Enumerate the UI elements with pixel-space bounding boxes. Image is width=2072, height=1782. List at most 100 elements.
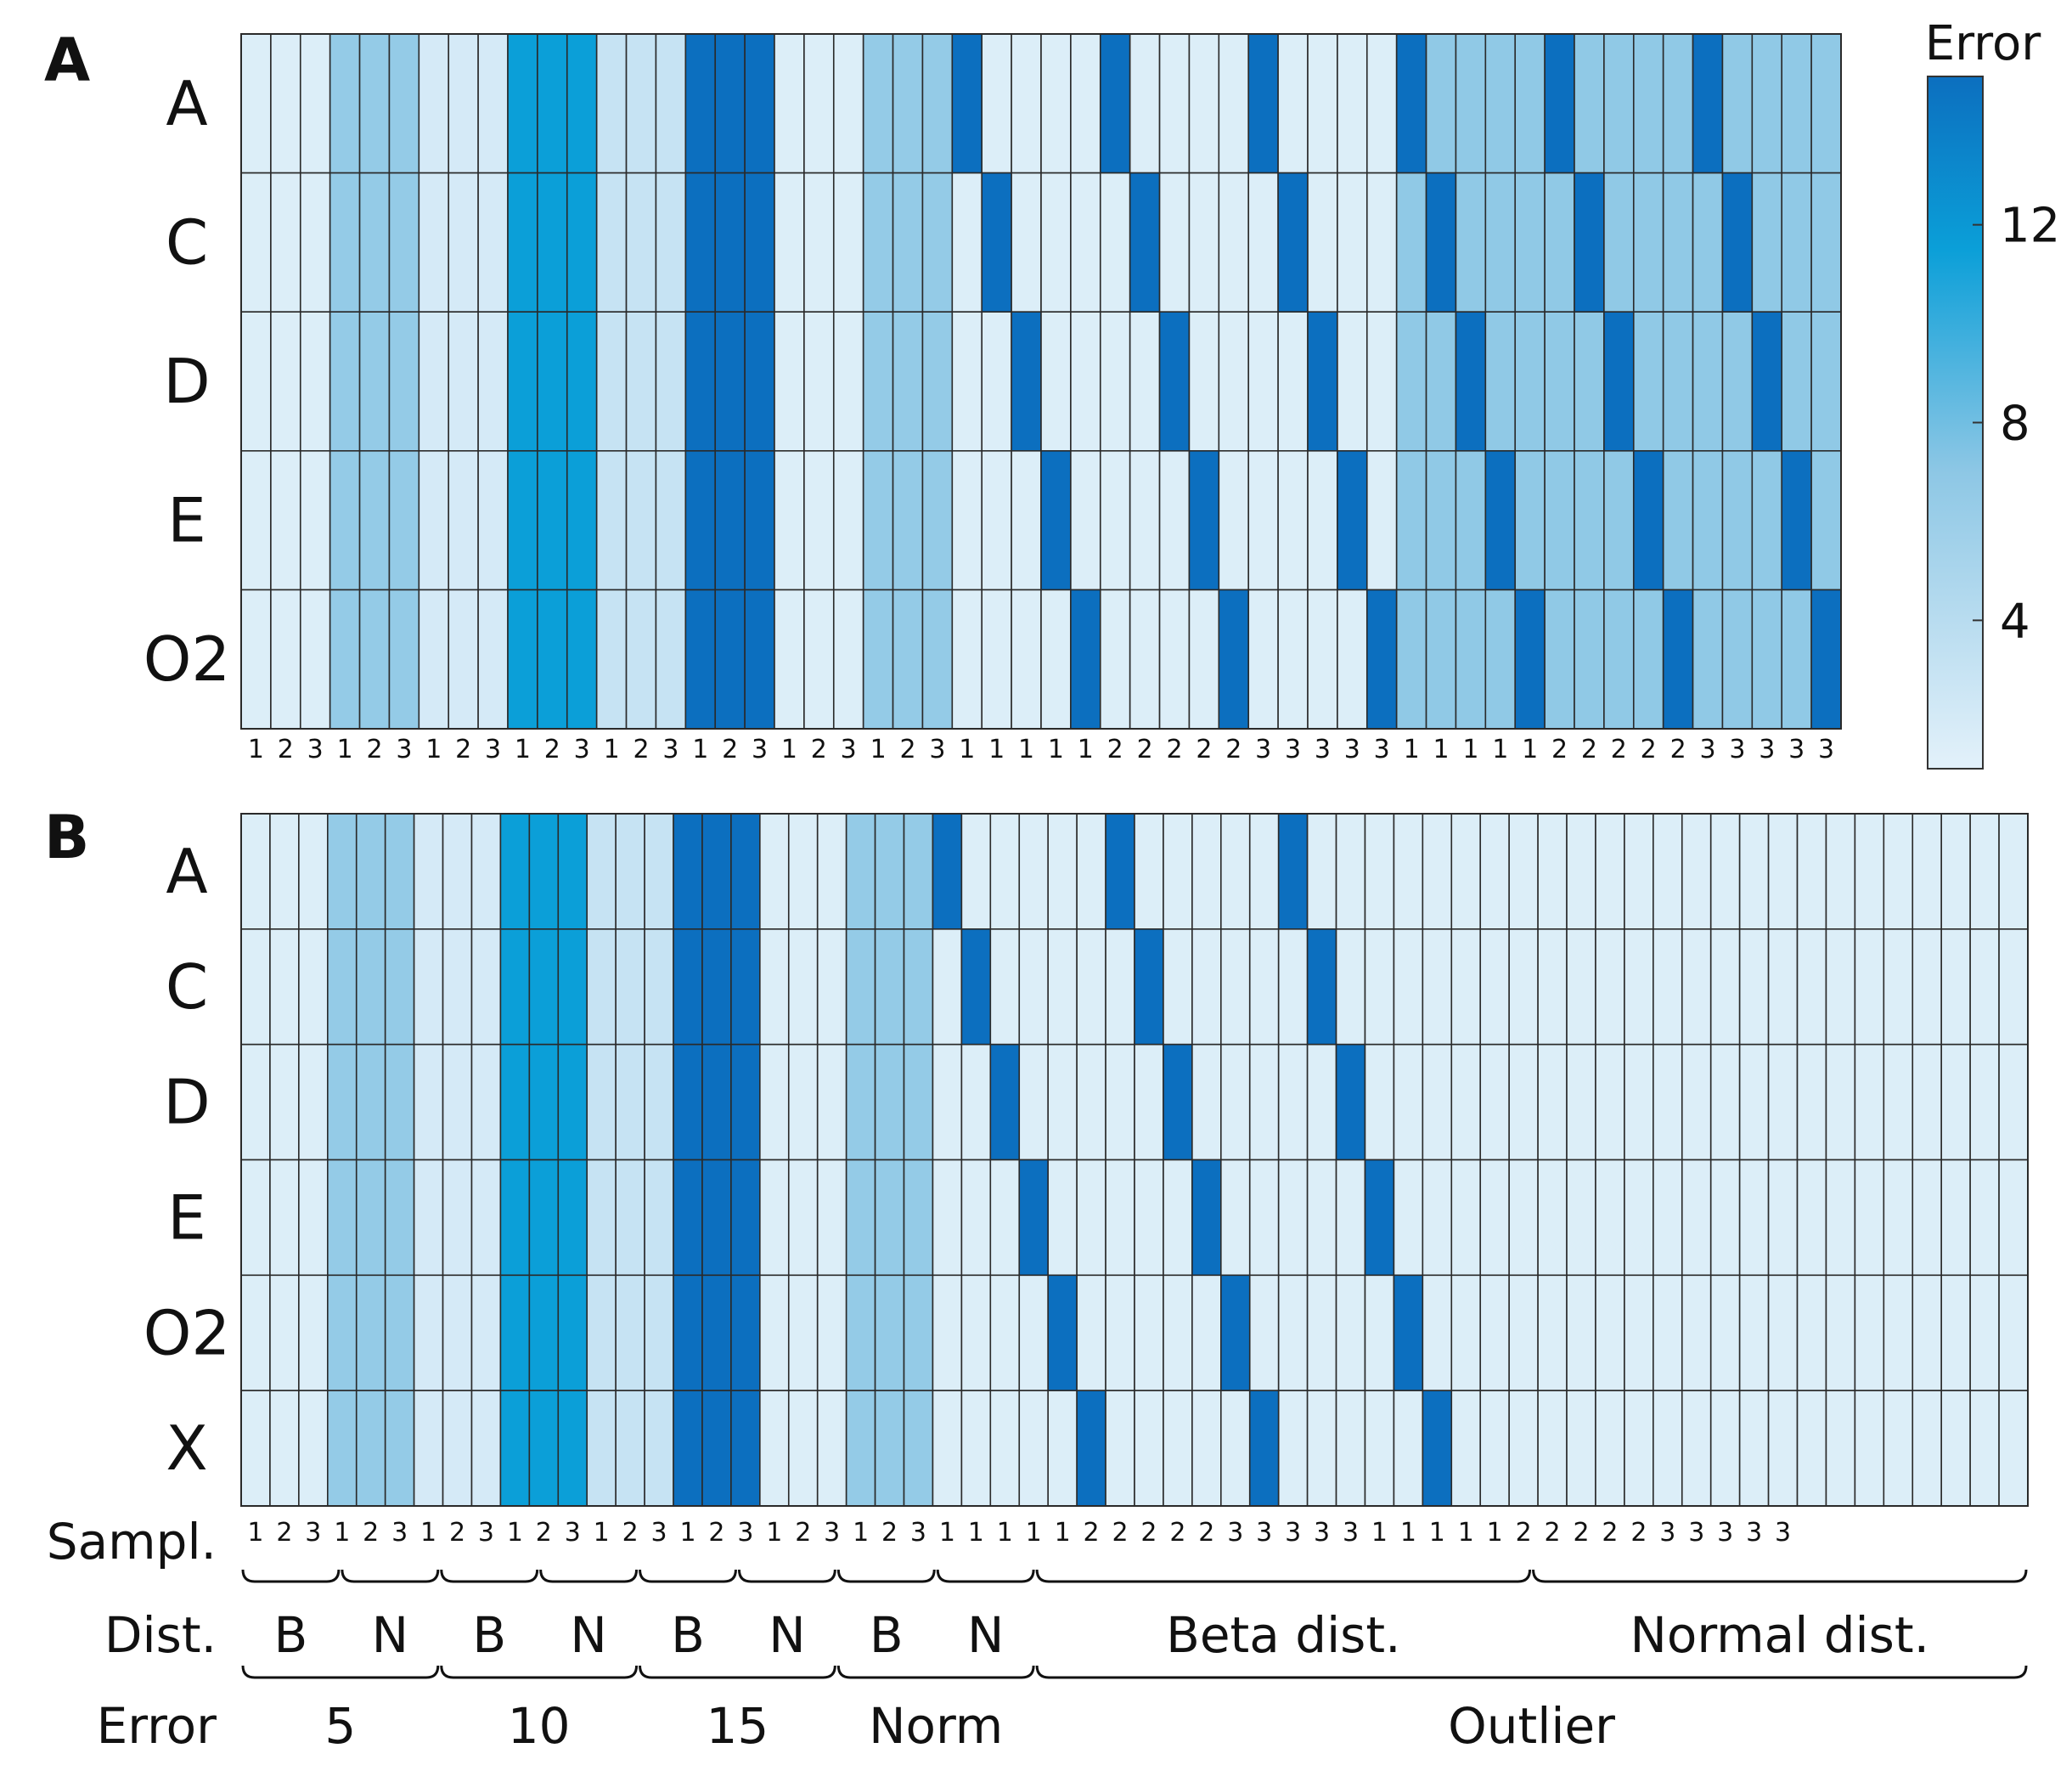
sampling-tick-label: 2 [722,735,738,764]
heatmap-cell [269,1159,300,1277]
group-bracket [241,1569,341,1583]
heatmap-cell [989,928,1021,1046]
heatmap-cell [358,172,391,313]
heatmap-cell [388,33,420,174]
heatmap-cell [1721,172,1754,313]
row-label: O2 [144,623,230,695]
heatmap-cell [730,928,761,1046]
sampling-tick-label: 3 [1285,1518,1301,1548]
heatmap-cell [1163,1390,1193,1507]
heatmap-cell [892,172,924,313]
heatmap-cell [615,1274,645,1391]
group-bracket [539,1569,639,1583]
heatmap-cell [327,1043,358,1161]
group-label: B [274,1606,308,1664]
heatmap-cell [358,33,391,174]
heatmap-cell [298,1043,329,1161]
heatmap-cell [1810,172,1842,313]
heatmap-cell [299,589,331,730]
sampling-axis-label: Sampl. [47,1513,217,1571]
heatmap-cell [442,1274,473,1391]
heatmap-cell [499,813,531,930]
sampling-tick-label: 3 [478,1518,494,1548]
row-label: D [163,1067,210,1138]
heatmap-cell [1306,1274,1337,1391]
sampling-tick-label: 2 [795,1518,811,1548]
sampling-tick-label: 2 [1602,1518,1618,1548]
heatmap-cell [1047,928,1078,1046]
heatmap-cell [1537,1159,1568,1277]
heatmap-cell [270,311,301,452]
heatmap-cell [442,1043,473,1161]
heatmap-cell [1912,1390,1943,1507]
heatmap-cell [932,928,963,1046]
heatmap-cell [1681,1274,1712,1391]
heatmap-cell [1218,589,1250,730]
heatmap-cell [787,813,819,930]
heatmap-cell [701,1159,732,1277]
sampling-tick-label: 3 [1818,735,1834,764]
heatmap-cell [1335,1159,1366,1277]
sampling-tick-label: 2 [455,735,471,764]
sampling-tick-label: 3 [1256,1518,1272,1548]
heatmap-cell [442,1390,473,1507]
heatmap-cell [299,172,331,313]
group-bracket [1035,1569,1532,1583]
heatmap-cell [1099,33,1131,174]
group-label: N [372,1606,408,1664]
heatmap-cell [832,33,864,174]
heatmap-cell [1709,1043,1741,1161]
heatmap-cell [384,928,415,1046]
heatmap-cell [384,1043,415,1161]
heatmap-cell [1508,1274,1539,1391]
sampling-tick-label: 2 [536,1518,552,1548]
heatmap-cell [1738,813,1770,930]
heatmap-cell [557,813,588,930]
heatmap-cell [921,311,954,452]
heatmap-cell [1218,172,1250,313]
heatmap-cell [355,1390,386,1507]
heatmap-cell [1781,589,1812,730]
heatmap-cell [960,813,992,930]
heatmap-cell [1134,1159,1164,1277]
heatmap-cell [960,928,992,1046]
heatmap-cell [1825,813,1856,930]
heatmap-cell [499,1043,531,1161]
heatmap-cell [1163,928,1193,1046]
heatmap-cell [1076,1043,1106,1161]
sampling-tick-label: 1 [1429,1518,1445,1548]
heatmap-cell [1544,172,1575,313]
heatmap-cell [1247,33,1279,174]
heatmap-cell [1738,1274,1770,1391]
heatmap-cell [1422,813,1453,930]
heatmap-cell [625,33,657,174]
heatmap-cell [644,1390,674,1507]
heatmap-cell [1425,589,1457,730]
heatmap-cell [240,928,271,1046]
heatmap-cell [1998,1043,2029,1161]
heatmap-cell [413,1390,444,1507]
sampling-tick-label: 2 [1225,735,1242,764]
colorbar-title: Error [1925,16,2041,71]
heatmap-cell [862,311,894,452]
heatmap-cell [787,1159,819,1277]
heatmap-cell [1307,33,1338,174]
heatmap-cell [1566,1159,1596,1277]
heatmap-cell [1767,1390,1799,1507]
sampling-tick-label: 1 [1371,1518,1388,1548]
heatmap-cell [1099,311,1131,452]
sampling-tick-label: 3 [1343,1518,1359,1548]
heatmap-cell [1337,311,1368,452]
heatmap-cell [1163,1159,1193,1277]
heatmap-cell [269,1390,300,1507]
sampling-tick-label: 3 [485,735,501,764]
heatmap-cell [1825,1043,1856,1161]
heatmap-cell [1425,172,1457,313]
heatmap-cell [1455,311,1487,452]
heatmap-cell [1450,928,1482,1046]
heatmap-cell [1248,1390,1280,1507]
heatmap-cell [1220,1159,1251,1277]
group-label: B [472,1606,506,1664]
heatmap-cell [1574,311,1605,452]
